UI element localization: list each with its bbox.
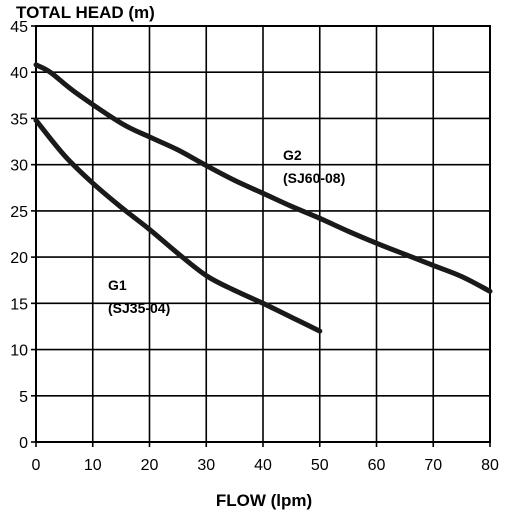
series-g2-model: (SJ60-08) bbox=[283, 170, 345, 186]
x-tick-label: 50 bbox=[311, 457, 329, 474]
grid bbox=[35, 25, 491, 443]
y-tick-label: 5 bbox=[19, 389, 28, 406]
y-tick-label: 35 bbox=[10, 111, 28, 128]
series-g1-name: G1 bbox=[108, 277, 127, 293]
y-tick-label: 40 bbox=[10, 65, 28, 82]
x-tick-label: 30 bbox=[197, 457, 215, 474]
y-tick-label: 25 bbox=[10, 204, 28, 221]
y-tick-label: 20 bbox=[10, 250, 28, 267]
y-tick-label: 30 bbox=[10, 158, 28, 175]
x-tick-label: 0 bbox=[32, 457, 41, 474]
x-axis-ticks: 0 10 20 30 40 50 60 70 80 bbox=[32, 442, 499, 474]
x-axis-title: FLOW (lpm) bbox=[216, 491, 312, 510]
series-g2-name: G2 bbox=[283, 147, 302, 163]
x-tick-label: 40 bbox=[254, 457, 272, 474]
y-tick-label: 0 bbox=[19, 435, 28, 452]
y-tick-label: 45 bbox=[10, 19, 28, 36]
y-tick-label: 10 bbox=[10, 343, 28, 360]
x-tick-label: 70 bbox=[424, 457, 442, 474]
x-tick-label: 80 bbox=[481, 457, 499, 474]
curves bbox=[33, 62, 493, 334]
x-tick-label: 60 bbox=[368, 457, 386, 474]
y-tick-label: 15 bbox=[10, 296, 28, 313]
y-axis-ticks: 0 5 10 15 20 25 30 35 40 45 bbox=[10, 19, 36, 452]
x-tick-label: 20 bbox=[141, 457, 159, 474]
series-g1-model: (SJ35-04) bbox=[108, 300, 170, 316]
y-axis-title: TOTAL HEAD (m) bbox=[16, 3, 155, 22]
series-g2-line bbox=[33, 62, 493, 294]
series-g1-line bbox=[33, 117, 323, 334]
x-tick-label: 10 bbox=[84, 457, 102, 474]
